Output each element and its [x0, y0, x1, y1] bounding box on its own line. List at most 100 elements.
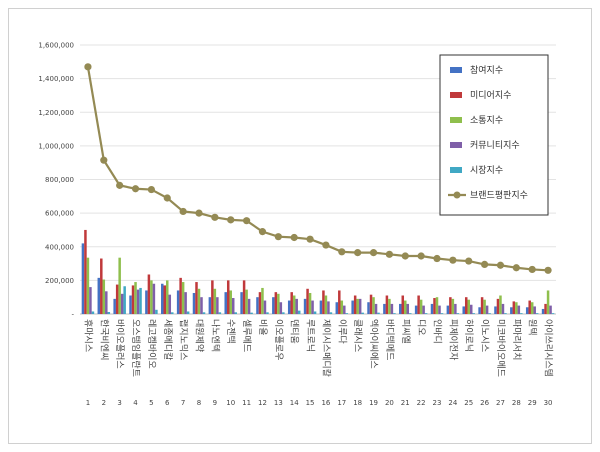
bar-커뮤니티지수	[89, 287, 92, 314]
x-index-label: 8	[197, 399, 201, 407]
point-브랜드평판지수	[338, 248, 346, 256]
bar-소통지수	[213, 288, 217, 314]
x-category-label: 한국비엔씨	[98, 319, 109, 360]
x-category-label: 피제이전자	[447, 319, 458, 361]
x-category-label: 오스템임플란트	[130, 319, 142, 377]
point-브랜드평판지수	[163, 194, 171, 202]
bar-미디어지수	[179, 277, 182, 314]
x-index-label: 25	[464, 399, 473, 407]
y-tick-label: 600,000	[45, 210, 74, 218]
bar-참여지수	[335, 302, 339, 314]
bar-미디어지수	[147, 274, 151, 314]
bar-커뮤니티지수	[343, 305, 346, 314]
bar-소통지수	[324, 295, 328, 314]
bar-커뮤니티지수	[422, 305, 425, 314]
x-category-label: 레고켐바이오	[146, 319, 158, 369]
point-브랜드평판지수	[131, 185, 140, 193]
y-tick-label: -	[71, 311, 74, 319]
bar-참여지수	[494, 306, 497, 314]
bar-미디어지수	[496, 298, 500, 314]
x-index-label: 28	[512, 399, 521, 407]
y-axis: - 200,000 400,000 600,000 800,000 1,000,000 1,…	[38, 42, 74, 319]
bar-참여지수	[145, 290, 148, 314]
bar-커뮤니티지수	[105, 291, 108, 314]
bar-참여지수	[367, 302, 370, 314]
bar-소통지수	[308, 292, 312, 314]
bar-미디어지수	[433, 298, 436, 314]
x-index-label: 5	[149, 399, 153, 407]
bar-시장지수	[409, 313, 412, 314]
x-index-label: 27	[496, 399, 505, 407]
point-브랜드평판지수	[354, 249, 362, 257]
bar-미디어지수	[163, 285, 167, 314]
x-category-label: 이오플로우	[273, 319, 284, 360]
x-index-label: 23	[433, 399, 442, 407]
bar-커뮤니티지수	[279, 302, 283, 314]
bar-커뮤니티지수	[390, 303, 394, 314]
legend-swatch-소통지수	[450, 117, 462, 123]
x-index-label: 18	[353, 399, 362, 407]
bar-미디어지수	[100, 258, 103, 314]
bar-미디어지수	[464, 297, 468, 314]
bar-소통지수	[277, 293, 280, 314]
bar-참여지수	[303, 298, 307, 314]
bar-커뮤니티지수	[295, 298, 298, 314]
bar-미디어지수	[401, 295, 405, 314]
bar-소통지수	[261, 287, 264, 314]
bar-소통지수	[435, 297, 439, 314]
x-index-label: 22	[417, 399, 426, 407]
bar-참여지수	[161, 283, 164, 314]
point-브랜드평판지수	[100, 156, 108, 164]
x-category-label: 바디텍메드	[384, 319, 395, 360]
bar-참여지수	[176, 290, 180, 314]
bar-커뮤니티지수	[168, 294, 172, 314]
bar-참여지수	[129, 295, 132, 314]
bar-소통지수	[292, 295, 296, 314]
bar-소통지수	[419, 299, 423, 314]
point-브랜드평판지수	[195, 209, 203, 217]
y-tick-label: 1,600,000	[38, 42, 74, 50]
point-브랜드평판지수	[481, 260, 489, 269]
bar-참여지수	[113, 298, 116, 314]
x-category-label: 엑아이씨에스	[368, 319, 380, 369]
bar-시장지수	[202, 312, 206, 314]
bar-시장지수	[250, 312, 253, 314]
bar-커뮤니티지수	[216, 297, 219, 314]
x-category-label: 하이로닉	[463, 319, 474, 352]
x-category-label: 파마리서치	[511, 319, 523, 360]
y-tick-label: 800,000	[45, 176, 74, 184]
x-index-label: 26	[480, 399, 489, 407]
bar-참여지수	[97, 277, 101, 314]
bar-참여지수	[240, 292, 243, 314]
x-index-label: 15	[306, 399, 315, 407]
legend-label-미디어지수: 미디어지수	[470, 90, 511, 101]
bar-미디어지수	[385, 295, 389, 314]
bar-시장지수	[234, 312, 237, 314]
bar-참여지수	[208, 297, 212, 314]
bar-소통지수	[134, 282, 137, 314]
point-브랜드평판지수	[274, 233, 282, 241]
bar-시장지수	[218, 312, 222, 314]
bar-미디어지수	[322, 290, 325, 314]
bar-미디어지수	[544, 303, 547, 314]
x-category-label: 이노시스	[479, 319, 490, 352]
bar-미디어지수	[528, 300, 531, 314]
bar-미디어지수	[353, 295, 357, 314]
bar-시장지수	[440, 313, 444, 314]
x-category-label: 피씨엘	[400, 319, 411, 344]
legend-label-참여지수: 참여지수	[470, 64, 503, 76]
point-브랜드평판지수	[528, 265, 536, 274]
bar-참여지수	[541, 308, 545, 314]
bar-시장지수	[377, 312, 380, 314]
bar-소통지수	[102, 279, 106, 314]
bar-참여지수	[224, 292, 227, 314]
x-category-label: 바이오플러스	[114, 319, 125, 369]
bar-소통지수	[372, 297, 375, 314]
x-category-label: 휴마시스	[82, 319, 93, 352]
x-category-label: 인바디	[432, 319, 443, 344]
bar-참여지수	[478, 307, 481, 314]
x-index-label: 29	[528, 399, 537, 407]
point-브랜드평판지수	[322, 241, 330, 249]
bar-소통지수	[546, 290, 550, 314]
bar-커뮤니티지수	[358, 298, 362, 314]
